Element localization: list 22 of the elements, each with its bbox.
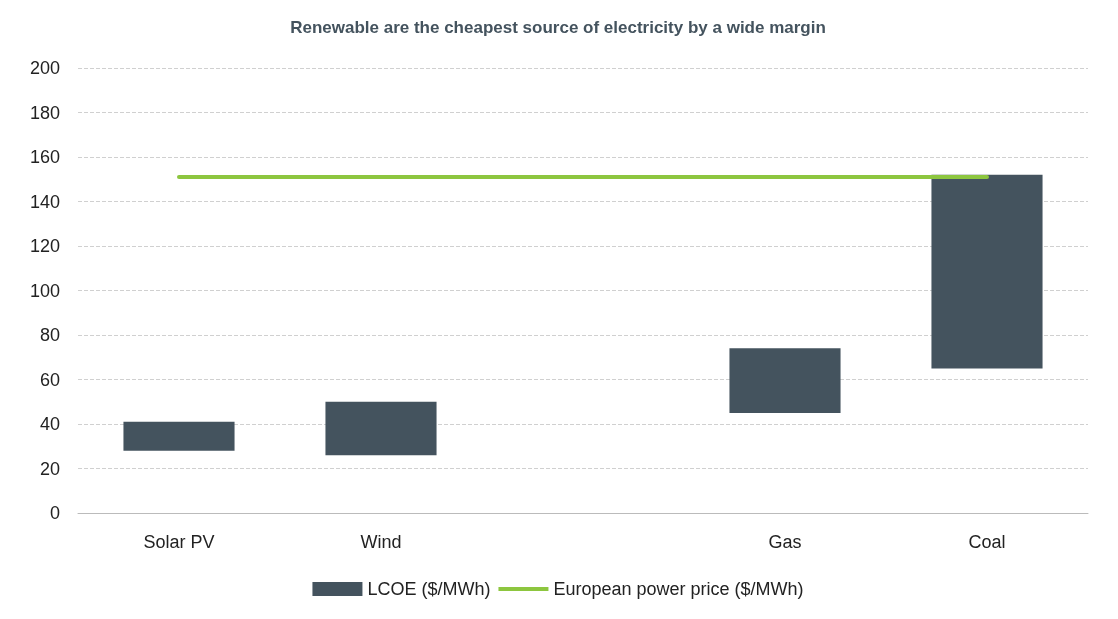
- y-tick-label: 80: [39, 325, 60, 345]
- y-tick-label: 100: [29, 280, 60, 301]
- x-tick-label: Wind: [360, 532, 402, 552]
- y-tick-label: 20: [39, 458, 60, 479]
- chart-title: Renewable are the cheapest source of electricity by a wide margin: [290, 18, 826, 37]
- y-tick-label: 60: [39, 369, 60, 390]
- bar: [729, 348, 841, 413]
- y-tick-label: 120: [29, 236, 60, 256]
- y-tick-label: 200: [29, 58, 60, 78]
- y-tick-label: 180: [29, 102, 60, 123]
- y-tick-label: 0: [49, 503, 60, 523]
- legend-label: LCOE ($/MWh): [367, 579, 491, 599]
- bar: [931, 174, 1043, 369]
- x-tick-label: Gas: [768, 532, 802, 552]
- x-tick-label: Solar PV: [143, 532, 215, 552]
- x-tick-label: Coal: [968, 532, 1006, 552]
- y-tick-label: 40: [39, 414, 60, 434]
- bar: [325, 401, 437, 456]
- legend-label: European power price ($/MWh): [553, 579, 804, 599]
- y-tick-label: 140: [29, 191, 60, 212]
- y-tick-label: 160: [29, 147, 60, 167]
- bar: [123, 421, 235, 451]
